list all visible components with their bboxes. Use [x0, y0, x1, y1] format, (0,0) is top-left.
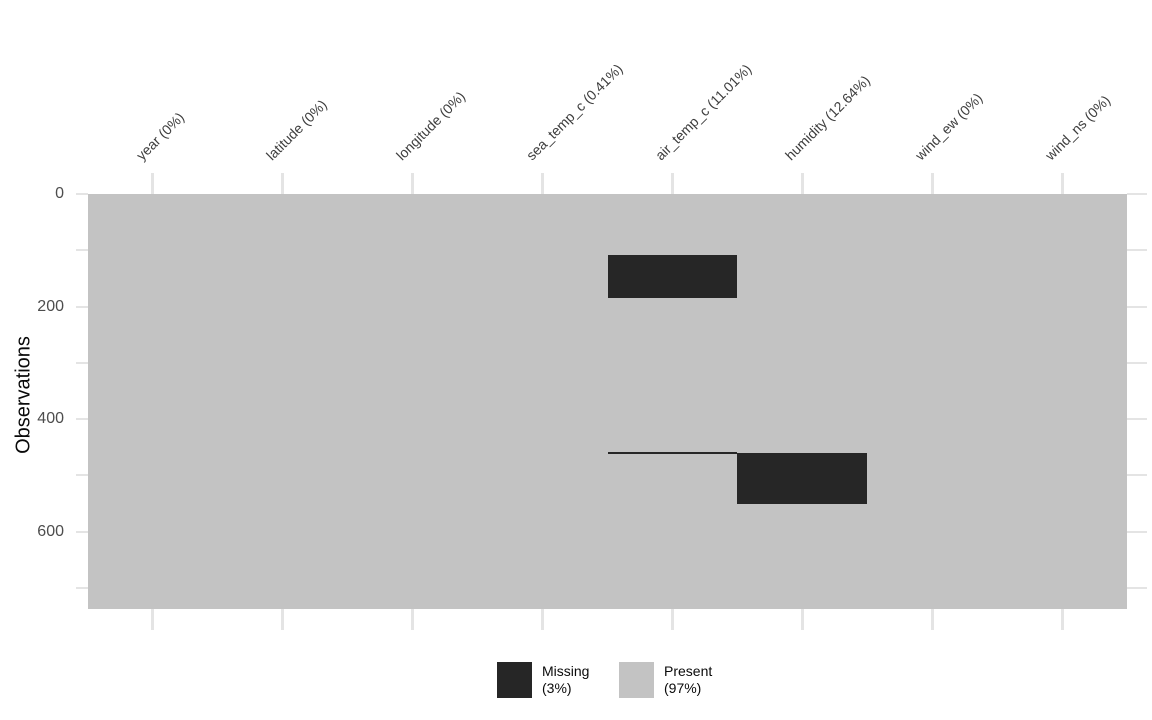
y-axis-tick-label-400: 400	[37, 410, 64, 427]
x-axis-tick-top-longitude	[411, 173, 415, 194]
x-axis-tick-bottom-year	[151, 609, 155, 630]
x-axis-tick-bottom-humidity	[800, 609, 804, 630]
column-label-air_temp_c: air_temp_c (11.01%)	[652, 60, 755, 164]
x-axis-tick-bottom-latitude	[281, 609, 285, 630]
legend-label-missing-line2: (3%)	[542, 680, 572, 696]
y-axis-minor-tick-left-700	[76, 586, 88, 589]
x-axis-tick-top-sea_temp_c	[541, 173, 545, 194]
y-axis-tick-left-0	[76, 193, 88, 195]
legend-label-present: Present (97%)	[664, 663, 712, 697]
x-axis-tick-bottom-wind_ns	[1060, 609, 1064, 630]
legend-label-present-line2: (97%)	[664, 680, 702, 696]
legend-label-present-line1: Present	[664, 663, 713, 679]
legend-swatch-missing	[497, 662, 532, 698]
x-axis-tick-top-latitude	[281, 173, 285, 194]
x-axis-tick-top-year	[151, 173, 155, 194]
y-axis-tick-right-200	[1127, 305, 1147, 308]
missing-block-air_temp_c-1	[607, 452, 738, 454]
legend-label-missing: Missing (3%)	[542, 663, 589, 697]
column-label-longitude: longitude (0%)	[392, 88, 468, 164]
y-axis-tick-label-600: 600	[37, 522, 64, 540]
x-axis-tick-bottom-wind_ew	[930, 609, 934, 630]
legend-swatch-present	[619, 662, 654, 698]
y-axis-minor-tick-left-300	[76, 361, 88, 364]
y-axis-minor-tick-left-500	[76, 474, 88, 477]
x-axis-tick-top-humidity	[800, 173, 804, 194]
legend-label-missing-line1: Missing	[542, 663, 590, 679]
x-axis-tick-top-wind_ns	[1060, 173, 1064, 194]
x-axis-tick-top-air_temp_c	[670, 173, 674, 194]
x-axis-tick-top-wind_ew	[930, 173, 934, 194]
missing-block-air_temp_c-0	[607, 254, 738, 298]
y-axis-minor-tick-right-300	[1127, 361, 1147, 364]
legend-item-missing: Missing (3%)	[497, 662, 589, 698]
x-axis-tick-bottom-air_temp_c	[670, 609, 674, 630]
y-axis-tick-left-200	[76, 305, 88, 308]
column-label-latitude: latitude (0%)	[262, 96, 330, 164]
column-label-wind_ew: wind_ew (0%)	[912, 89, 986, 164]
y-axis-tick-left-600	[76, 530, 88, 533]
y-axis-tick-label-200: 200	[37, 297, 64, 315]
y-axis-tick-right-400	[1127, 418, 1147, 420]
x-axis-tick-bottom-sea_temp_c	[541, 609, 545, 630]
y-axis-minor-tick-left-100	[76, 249, 88, 252]
y-axis-minor-tick-right-700	[1127, 586, 1147, 589]
column-label-year: year (0%)	[132, 109, 188, 164]
x-axis-tick-bottom-longitude	[411, 609, 415, 630]
y-axis-minor-tick-right-500	[1127, 474, 1147, 477]
y-axis-tick-left-400	[76, 418, 88, 420]
y-axis-title: Observations	[12, 336, 35, 454]
column-label-wind_ns: wind_ns (0%)	[1042, 91, 1114, 164]
legend-item-present: Present (97%)	[619, 662, 712, 698]
y-axis-tick-right-600	[1127, 530, 1147, 533]
y-axis-minor-tick-right-100	[1127, 249, 1147, 252]
column-label-sea_temp_c: sea_temp_c (0.41%)	[522, 60, 626, 164]
y-axis-tick-right-0	[1127, 193, 1147, 195]
y-axis-tick-label-0: 0	[55, 185, 64, 202]
missing-block-humidity-0	[737, 453, 868, 504]
column-label-humidity: humidity (12.64%)	[782, 72, 874, 164]
